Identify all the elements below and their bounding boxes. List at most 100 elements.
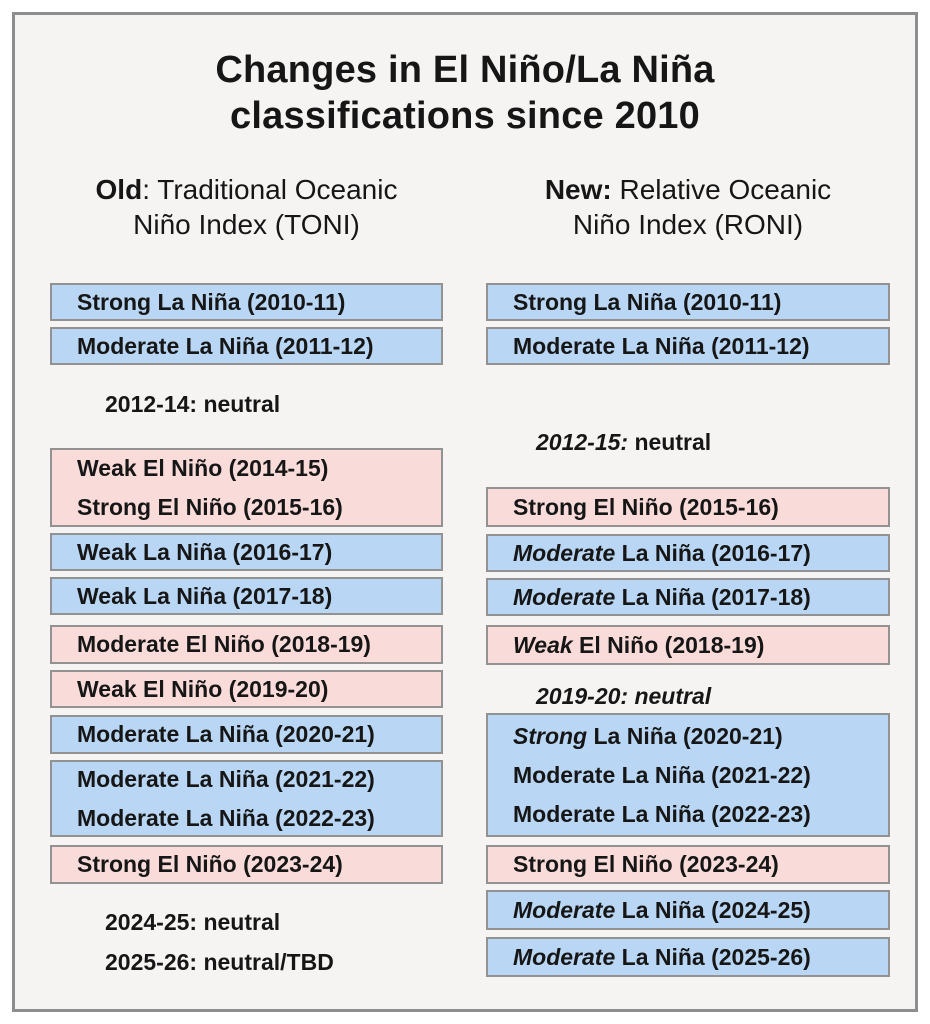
classification-line: Moderate La Niña (2021-22) [77, 760, 441, 799]
la-nina-box: Moderate La Niña (2017-18) [486, 578, 890, 616]
label-segment: La Niña (2016-17) [615, 539, 811, 566]
classification-line: Weak La Niña (2017-18) [77, 577, 441, 616]
classification-line: Moderate La Niña (2011-12) [513, 327, 888, 366]
la-nina-box: Weak La Niña (2016-17) [50, 533, 443, 571]
classification-line: Weak El Niño (2019-20) [77, 670, 441, 709]
label-segment: Moderate [513, 539, 616, 566]
classification-line: Moderate La Niña (2021-22) [513, 756, 888, 795]
classification-line: Strong El Niño (2015-16) [77, 488, 441, 527]
el-nino-box: Strong El Niño (2023-24) [50, 845, 443, 884]
la-nina-box: Strong La Niña (2020-21) Moderate La Niña… [486, 713, 890, 837]
classification-line: Moderate La Niña (2025-26) [513, 938, 888, 977]
label-segment: Weak [513, 631, 573, 658]
classification-line: Weak El Niño (2014-15) [77, 449, 441, 488]
label-segment: Strong El Niño (2015-16) [513, 493, 779, 520]
column-heading-new-line-2: Niño Index (RONI) [572, 209, 804, 240]
label-segment: Moderate [513, 583, 616, 610]
label-segment: 2024-25: neutral [105, 909, 281, 935]
column-heading-new-line-1: New: Relative Oceanic [544, 174, 832, 205]
column-new: Strong La Niña (2010-11) Moderate La Niña… [486, 15, 890, 1009]
label-segment: Weak El Niño (2019-20) [77, 675, 329, 702]
neutral-label: 2012-14: neutral [50, 385, 443, 424]
el-nino-box: Strong El Niño (2023-24) [486, 845, 890, 884]
classification-line: Strong El Niño (2023-24) [513, 845, 888, 884]
classification-line: Moderate La Niña (2024-25) [513, 891, 888, 930]
classification-line: Strong La Niña (2010-11) [77, 283, 441, 322]
classification-line: Moderate La Niña (2022-23) [77, 799, 441, 838]
neutral-label: 2019-20: neutral [486, 677, 890, 716]
label-segment: Strong La Niña (2010-11) [513, 288, 782, 315]
classification-line: Moderate La Niña (2022-23) [513, 795, 888, 834]
el-nino-box: Strong El Niño (2015-16) [486, 487, 890, 527]
neutral-label: 2024-25: neutral [50, 903, 443, 942]
classification-line: Strong El Niño (2023-24) [77, 845, 441, 884]
la-nina-box: Strong La Niña (2010-11) [486, 283, 890, 321]
label-segment: Strong El Niño (2023-24) [77, 851, 343, 877]
column-heading-new: New: Relative Oceanic Niño Index (RONI) [486, 172, 890, 242]
la-nina-box: Moderate La Niña (2024-25) [486, 890, 890, 930]
label-segment: Weak La Niña (2016-17) [77, 538, 333, 565]
el-nino-box: Weak El Niño (2018-19) [486, 625, 890, 665]
neutral-label: 2012-15: neutral [486, 423, 890, 462]
la-nina-box: Strong La Niña (2010-11) [50, 283, 443, 321]
label-segment: Strong El Niño (2023-24) [513, 851, 779, 877]
label-segment: Moderate La Niña (2021-22) [513, 761, 811, 788]
column-old: Strong La Niña (2010-11) Moderate La Niña… [50, 15, 443, 1009]
label-segment: La Niña (2024-25) [615, 896, 811, 923]
figure-title: Changes in El Niño/La Niña classificatio… [15, 47, 915, 139]
classification-line: Moderate La Niña (2011-12) [77, 327, 441, 366]
el-nino-box: Weak El Niño (2019-20) [50, 670, 443, 708]
neutral-label: 2025-26: neutral/TBD [50, 943, 443, 982]
la-nina-box: Moderate La Niña (2011-12) [486, 327, 890, 365]
label-segment: Moderate La Niña (2020-21) [77, 721, 375, 747]
label-segment: Moderate La Niña (2022-23) [77, 804, 375, 831]
label-segment: La Niña (2020-21) [587, 722, 783, 749]
el-nino-box: Weak El Niño (2014-15) Strong El Niño (20… [50, 448, 443, 527]
la-nina-box: Moderate La Niña (2016-17) [486, 534, 890, 572]
la-nina-box: Moderate La Niña (2021-22) Moderate La Ni… [50, 760, 443, 837]
label-segment: Weak La Niña (2017-18) [77, 582, 333, 609]
label-segment: 2025-26: neutral/TBD [105, 949, 334, 975]
classification-line: Moderate La Niña (2017-18) [513, 578, 888, 617]
label-segment: Moderate El Niño (2018-19) [77, 631, 371, 657]
classification-line: Weak La Niña (2016-17) [77, 533, 441, 572]
figure-title-line-2: classifications since 2010 [230, 95, 700, 137]
label-segment: El Niño (2018-19) [572, 631, 765, 658]
label-segment: Moderate La Niña (2011-12) [77, 332, 374, 359]
la-nina-box: Moderate La Niña (2025-26) [486, 937, 890, 977]
label-segment: 2019-20: neutral [536, 683, 712, 709]
classification-line: 2012-15: neutral [536, 423, 890, 462]
label-segment: Moderate [513, 896, 616, 923]
classification-line: Moderate La Niña (2016-17) [513, 534, 888, 573]
label-segment: Moderate La Niña (2011-12) [513, 332, 810, 359]
label-segment: Strong La Niña (2010-11) [77, 288, 346, 315]
la-nina-box: Moderate La Niña (2020-21) [50, 715, 443, 754]
classification-line: 2024-25: neutral [105, 903, 443, 942]
label-segment: Weak El Niño (2014-15) [77, 454, 329, 481]
la-nina-box: Moderate La Niña (2011-12) [50, 327, 443, 365]
label-segment: La Niña (2025-26) [615, 943, 811, 970]
classification-line: 2019-20: neutral [536, 677, 890, 716]
label-segment: neutral [628, 429, 712, 455]
label-segment: Moderate La Niña (2022-23) [513, 800, 811, 827]
label-segment: Strong El Niño (2015-16) [77, 493, 343, 520]
label-segment: 2012-15: [536, 429, 629, 455]
la-nina-box: Weak La Niña (2017-18) [50, 577, 443, 615]
label-segment: Moderate La Niña (2021-22) [77, 765, 375, 792]
label-segment: Strong [513, 722, 588, 749]
label-segment: La Niña (2017-18) [615, 583, 811, 610]
classification-line: Strong La Niña (2010-11) [513, 283, 888, 322]
column-heading-old: Old: Traditional Oceanic Niño Index (TON… [50, 172, 443, 242]
column-heading-old-line-2: Niño Index (TONI) [133, 209, 360, 240]
classification-line: Moderate El Niño (2018-19) [77, 625, 441, 664]
classification-line: Strong El Niño (2015-16) [513, 488, 888, 527]
classification-line: 2012-14: neutral [105, 385, 443, 424]
figure-frame: Changes in El Niño/La Niña classificatio… [12, 12, 918, 1012]
figure-title-line-1: Changes in El Niño/La Niña [215, 49, 715, 91]
classification-line: Weak El Niño (2018-19) [513, 626, 888, 665]
label-segment: Moderate [513, 943, 616, 970]
classification-line: Strong La Niña (2020-21) [513, 717, 888, 756]
label-segment: 2012-14: neutral [105, 391, 281, 417]
classification-line: Moderate La Niña (2020-21) [77, 715, 441, 754]
classification-line: 2025-26: neutral/TBD [105, 943, 443, 982]
